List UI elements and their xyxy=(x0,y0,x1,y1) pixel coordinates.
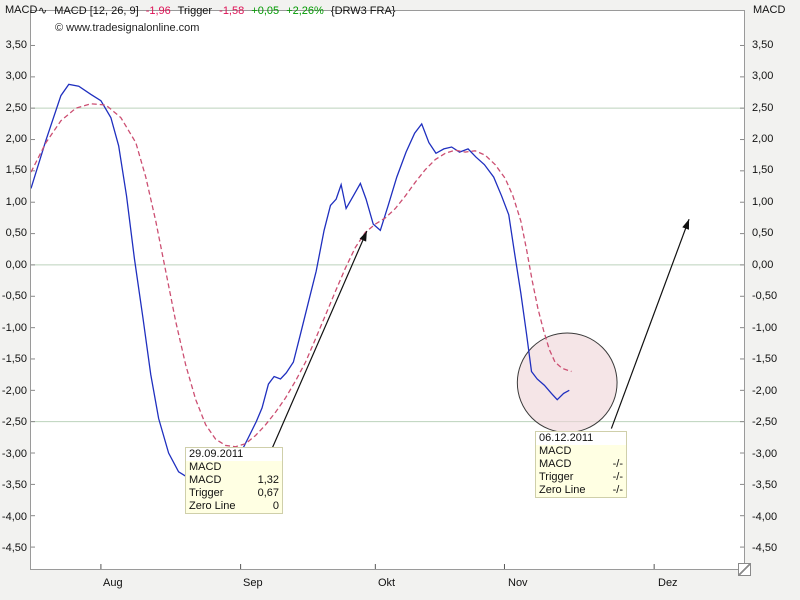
chart-plot-area[interactable] xyxy=(30,10,745,570)
tooltip-row: MACD 1,32 xyxy=(186,474,282,487)
trend-arrow[interactable] xyxy=(271,230,368,449)
tooltip-row: MACD -/- xyxy=(536,458,626,471)
highlight-circle[interactable] xyxy=(516,332,618,434)
x-axis-month-label: Aug xyxy=(103,577,123,589)
y-axis-label: 3,50 xyxy=(5,39,27,51)
tooltip-date: 06.12.2011 xyxy=(536,432,626,445)
arrowhead-icon xyxy=(682,219,690,230)
y-axis-label: -0,50 xyxy=(752,290,778,302)
y-axis-right: 3,50 3,00 2,50 2,00 1,50 1,00 0,50 0,00 -0,50 -1,… xyxy=(749,0,793,600)
tooltip-row: Zero Line -/- xyxy=(536,484,626,497)
tooltip-section-title: MACD xyxy=(539,445,572,457)
tooltip-date: 29.09.2011 xyxy=(186,448,282,461)
resize-grip-icon[interactable] xyxy=(738,563,751,576)
legend-indicator-name: MACD [12, 26, 9] xyxy=(54,5,139,17)
tooltip-section-title: MACD xyxy=(189,461,222,473)
tooltip-row-value: 1,32 xyxy=(257,474,279,486)
tooltip-row-label: MACD xyxy=(189,474,222,486)
copyright-watermark: © www.tradesignalonline.com xyxy=(55,22,200,34)
y-axis-label: -4,00 xyxy=(752,511,778,523)
indicator-legend[interactable]: ∿ MACD [12, 26, 9] -1,96 Trigger -1,58 +… xyxy=(38,4,399,17)
y-axis-label: 3,00 xyxy=(5,70,27,82)
tooltip-row: Zero Line 0 xyxy=(186,500,282,513)
y-axis-label: -1,50 xyxy=(1,353,27,365)
tooltip-row-label: Zero Line xyxy=(189,500,236,512)
y-axis-label: -1,00 xyxy=(1,322,27,334)
y-axis-label: 3,50 xyxy=(752,39,774,51)
y-axis-label: -4,50 xyxy=(1,542,27,554)
y-axis-label: -4,00 xyxy=(1,511,27,523)
legend-macd-value: -1,96 xyxy=(145,5,171,17)
y-axis-label: 0,50 xyxy=(752,227,774,239)
tooltip-rows: MACD -/- Trigger -/- Zero Line -/- xyxy=(536,458,626,497)
data-tooltip: 06.12.2011 MACD MACD -/- Trigger -/- Zero Li… xyxy=(535,431,627,498)
y-axis-label: 0,00 xyxy=(752,259,774,271)
wave-icon: ∿ xyxy=(38,5,48,17)
y-axis-label: 1,50 xyxy=(5,164,27,176)
y-axis-label: -1,50 xyxy=(752,353,778,365)
legend-symbol: {DRW3 FRA} xyxy=(330,5,396,17)
tooltip-row: Trigger 0,67 xyxy=(186,487,282,500)
legend-trigger-value: -1,58 xyxy=(219,5,245,17)
y-axis-label: 0,50 xyxy=(5,227,27,239)
y-axis-label: -3,50 xyxy=(1,479,27,491)
right-axis-title: MACD xyxy=(753,4,786,16)
y-axis-label: 1,00 xyxy=(5,196,27,208)
legend-change-pct: +2,26% xyxy=(286,5,324,17)
y-axis-label: 0,00 xyxy=(5,259,27,271)
tooltip-row: Trigger -/- xyxy=(536,471,626,484)
tooltip-row-value: -/- xyxy=(612,471,623,483)
tooltip-row-label: Zero Line xyxy=(539,484,586,496)
y-axis-label: -2,50 xyxy=(1,416,27,428)
y-axis-label: 2,50 xyxy=(5,102,27,114)
y-axis-label: -4,50 xyxy=(752,542,778,554)
y-axis-label: 2,00 xyxy=(5,133,27,145)
x-axis-month-label: Okt xyxy=(378,577,396,589)
y-axis-label: 1,00 xyxy=(752,196,774,208)
legend-change-abs: +0,05 xyxy=(251,5,280,17)
tooltip-row-label: MACD xyxy=(539,458,572,470)
y-axis-label: -3,50 xyxy=(752,479,778,491)
data-tooltip: 29.09.2011 MACD MACD 1,32 Trigger 0,67 Zero … xyxy=(185,447,283,514)
tooltip-row-label: Trigger xyxy=(189,487,224,499)
x-axis-month-label: Dez xyxy=(658,577,678,589)
macd-line[interactable] xyxy=(31,83,570,482)
x-axis-month-label: Nov xyxy=(508,577,528,589)
arrowhead-icon xyxy=(359,231,367,242)
y-axis-label: 3,00 xyxy=(752,70,774,82)
tooltip-rows: MACD 1,32 Trigger 0,67 Zero Line 0 xyxy=(186,474,282,513)
tooltip-row-value: -/- xyxy=(612,484,623,496)
trigger-line[interactable] xyxy=(31,103,572,448)
y-axis-label: -0,50 xyxy=(1,290,27,302)
y-axis-label: -3,00 xyxy=(1,448,27,460)
tooltip-row-value: 0 xyxy=(272,500,279,512)
y-axis-label: -2,50 xyxy=(752,416,778,428)
y-axis-label: 1,50 xyxy=(752,164,774,176)
y-axis-label: -1,00 xyxy=(752,322,778,334)
tooltip-row-value: -/- xyxy=(612,458,623,470)
tooltip-row-value: 0,67 xyxy=(257,487,279,499)
chart-canvas[interactable] xyxy=(31,11,744,569)
tooltip-row-label: Trigger xyxy=(539,471,574,483)
y-axis-label: 2,00 xyxy=(752,133,774,145)
y-axis-label: -2,00 xyxy=(752,385,778,397)
y-axis-label: -2,00 xyxy=(1,385,27,397)
trend-arrow[interactable] xyxy=(610,218,690,429)
y-axis-left: 3,50 3,00 2,50 2,00 1,50 1,00 0,50 0,00 -0,50 -1,… xyxy=(0,0,27,600)
legend-trigger-label: Trigger xyxy=(177,5,213,17)
y-axis-label: 2,50 xyxy=(752,102,774,114)
y-axis-label: -3,00 xyxy=(752,448,778,460)
x-axis-month-label: Sep xyxy=(243,577,263,589)
left-axis-title: MACD xyxy=(5,4,38,16)
